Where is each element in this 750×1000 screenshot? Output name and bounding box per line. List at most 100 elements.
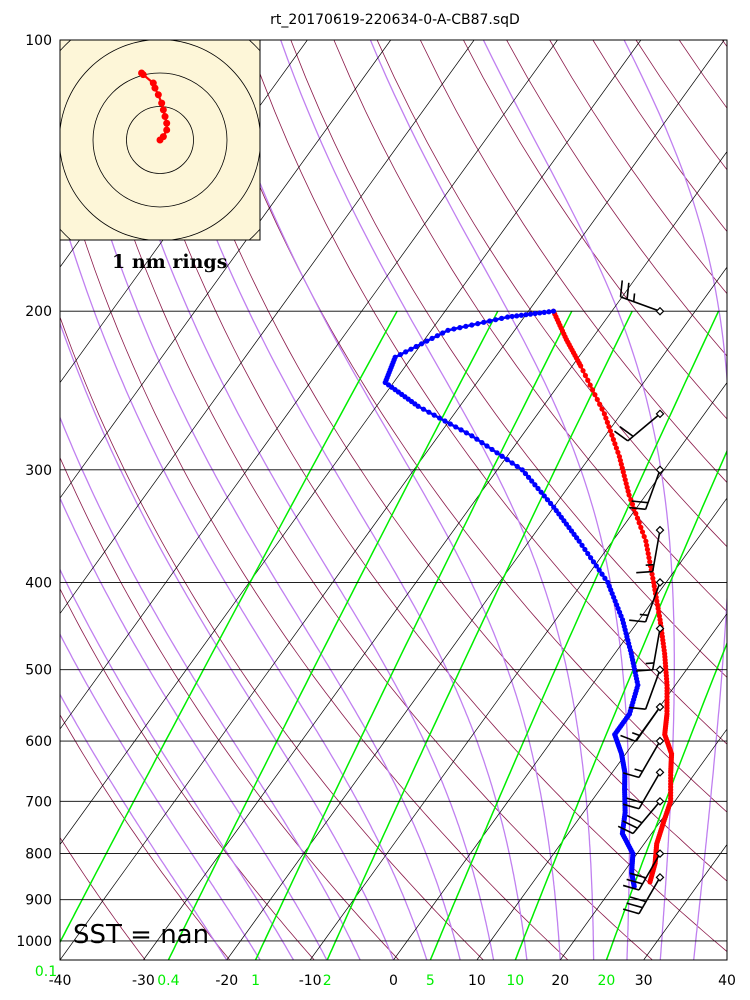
- temperature-tick-label: 40: [718, 973, 736, 989]
- dewpoint-profile-point: [582, 546, 588, 553]
- moist-adiabat: [60, 47, 461, 960]
- dewpoint-profile-point: [429, 335, 435, 341]
- mixing-ratio-line: [429, 310, 720, 960]
- wind-barb-feather: [636, 669, 653, 672]
- hodograph-point: [138, 69, 146, 77]
- mixing-ratio-label: 0.1: [35, 964, 57, 980]
- wind-barb-feather: [617, 825, 634, 835]
- dewpoint-profile-point: [522, 470, 529, 477]
- dewpoint-profile-point: [445, 327, 451, 333]
- hodograph-point: [149, 79, 157, 87]
- wind-barb-station: [655, 665, 665, 675]
- temperature-profile-point: [601, 411, 607, 417]
- wind-barb-feather: [619, 426, 634, 437]
- dry-adiabat: [721, 40, 727, 48]
- dry-adiabat: [60, 456, 400, 960]
- dewpoint-profile-point: [593, 563, 599, 569]
- pressure-tick-label: 900: [25, 893, 52, 909]
- wind-barb: [622, 736, 665, 779]
- hodograph-ring: [126, 106, 194, 174]
- wind-barb-feather: [622, 908, 640, 915]
- dewpoint-profile-point: [408, 346, 414, 352]
- mixing-ratio-line: [167, 310, 499, 960]
- dewpoint-profile-point: [418, 341, 425, 347]
- hodograph-point: [159, 133, 167, 141]
- wind-barb-station: [655, 849, 665, 858]
- dewpoint-profile-point: [392, 354, 398, 360]
- dewpoint-profile-point: [453, 424, 459, 430]
- hodograph-point: [161, 113, 169, 121]
- dewpoint-profile-point: [518, 312, 524, 318]
- wind-barb-feather: [626, 282, 630, 300]
- moist-adiabat: [60, 205, 428, 960]
- dewpoint-profile-point: [599, 571, 605, 577]
- hodograph-point: [158, 99, 166, 107]
- wind-barb-feather: [626, 814, 643, 824]
- temperature-profile-point: [644, 546, 651, 553]
- dewpoint-profile-point: [509, 313, 515, 320]
- isotherm: [0, 40, 57, 960]
- dewpoint-profile-point: [550, 308, 557, 314]
- dry-adiabat: [60, 158, 569, 960]
- dewpoint-profile-point: [596, 567, 602, 573]
- temperature-profile-point: [650, 575, 656, 581]
- mixing-ratio-label: 1: [251, 973, 260, 989]
- wind-barb: [622, 872, 665, 915]
- dewpoint-profile-point: [590, 559, 597, 565]
- dewpoint-profile-point: [605, 579, 611, 586]
- moist-adiabat: [60, 496, 328, 960]
- isotherm: [726, 959, 727, 960]
- dewpoint-profile-point: [458, 427, 464, 433]
- hodograph-rings-label: 1 nm rings: [112, 251, 227, 273]
- pressure-tick-label: 700: [25, 794, 52, 810]
- wind-barb-feather: [626, 902, 643, 909]
- mixing-ratio-line: [60, 310, 398, 944]
- dewpoint-profile-point: [588, 555, 594, 561]
- hodograph-point: [159, 106, 167, 114]
- wind-barb: [620, 702, 665, 743]
- dewpoint-profile-point: [463, 430, 470, 436]
- temperature-tick-label: 10: [468, 973, 486, 989]
- moist-adiabat: [60, 567, 295, 960]
- temperature-profile-point: [616, 453, 623, 460]
- dewpoint-profile-point: [514, 463, 520, 470]
- sounding-profiles: [382, 308, 675, 890]
- temperature-profile-point: [582, 372, 589, 379]
- isotherm: [60, 40, 558, 730]
- dewpoint-profile-point: [469, 433, 475, 439]
- temperature-tick-label: 20: [551, 973, 569, 989]
- dry-adiabat: [333, 40, 727, 613]
- dry-adiabat: [290, 40, 727, 678]
- wind-barb-staff: [620, 296, 661, 312]
- dewpoint-profile-point: [551, 504, 557, 510]
- wind-barb-feather: [629, 619, 646, 623]
- dry-adiabat: [678, 40, 727, 109]
- pressure-tick-label: 500: [25, 663, 52, 679]
- temperature-tick-label: 0: [389, 973, 398, 989]
- wind-barb-station: [655, 409, 665, 419]
- wind-barb-station: [655, 306, 665, 316]
- dewpoint-profile-point: [481, 319, 487, 325]
- moist-adiabat: [726, 955, 727, 960]
- dry-adiabat: [60, 713, 231, 960]
- dewpoint-profile-point: [523, 312, 529, 318]
- plot-frame: [59, 39, 728, 961]
- dewpoint-profile-point: [403, 349, 409, 355]
- temperature-profile-point: [651, 579, 657, 586]
- moist-adiabat: [98, 40, 495, 960]
- wind-barbs: [614, 280, 665, 915]
- dewpoint-profile-point: [420, 406, 427, 412]
- dewpoint-profile-point: [484, 443, 490, 449]
- wind-barb-feather: [629, 896, 647, 903]
- isotherm: [60, 40, 392, 499]
- wind-barb-feather: [614, 430, 629, 442]
- dry-adiabat: [117, 40, 727, 953]
- dewpoint-profile-point: [537, 310, 543, 316]
- dewpoint-profile-point: [535, 485, 541, 492]
- dewpoint-profile-point: [494, 450, 500, 456]
- wind-barb-feather: [629, 706, 646, 710]
- temperature-profile-point: [645, 550, 651, 557]
- dry-adiabat: [74, 40, 653, 960]
